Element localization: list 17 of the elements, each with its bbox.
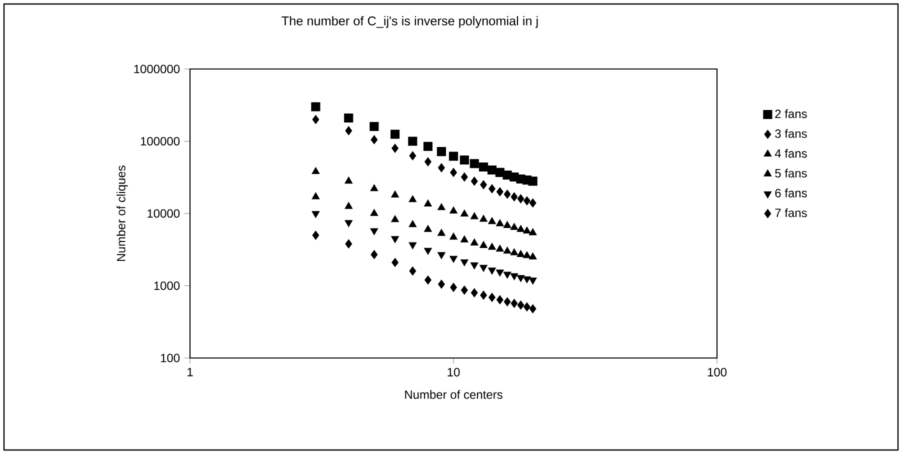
x-tick-label: 10 [448, 368, 460, 376]
x-tick-label: 100 [708, 368, 727, 376]
y-tick-label: 100000 [140, 136, 180, 146]
y-tick-label: 1000 [154, 281, 180, 290]
legend-label: 5 fans [775, 168, 807, 178]
legend-label: 6 fans [775, 188, 807, 198]
y-tick-label: 1000000 [134, 64, 180, 74]
legend-label: 4 fans [774, 148, 807, 158]
y-axis-title: Number of cliques [116, 166, 128, 261]
legend-label: 7 fans [775, 208, 807, 218]
chart-title: The number of C_ij's is inverse polynomial in j [282, 16, 538, 28]
y-tick-label: 10000 [148, 209, 180, 218]
y-tick-label: 100 [160, 354, 180, 362]
x-tick-label: 1 [188, 368, 193, 376]
legend-label: 2 fans [775, 109, 807, 118]
x-axis-title: Number of centers [405, 390, 502, 399]
legend-label: 3 fans [775, 129, 807, 138]
